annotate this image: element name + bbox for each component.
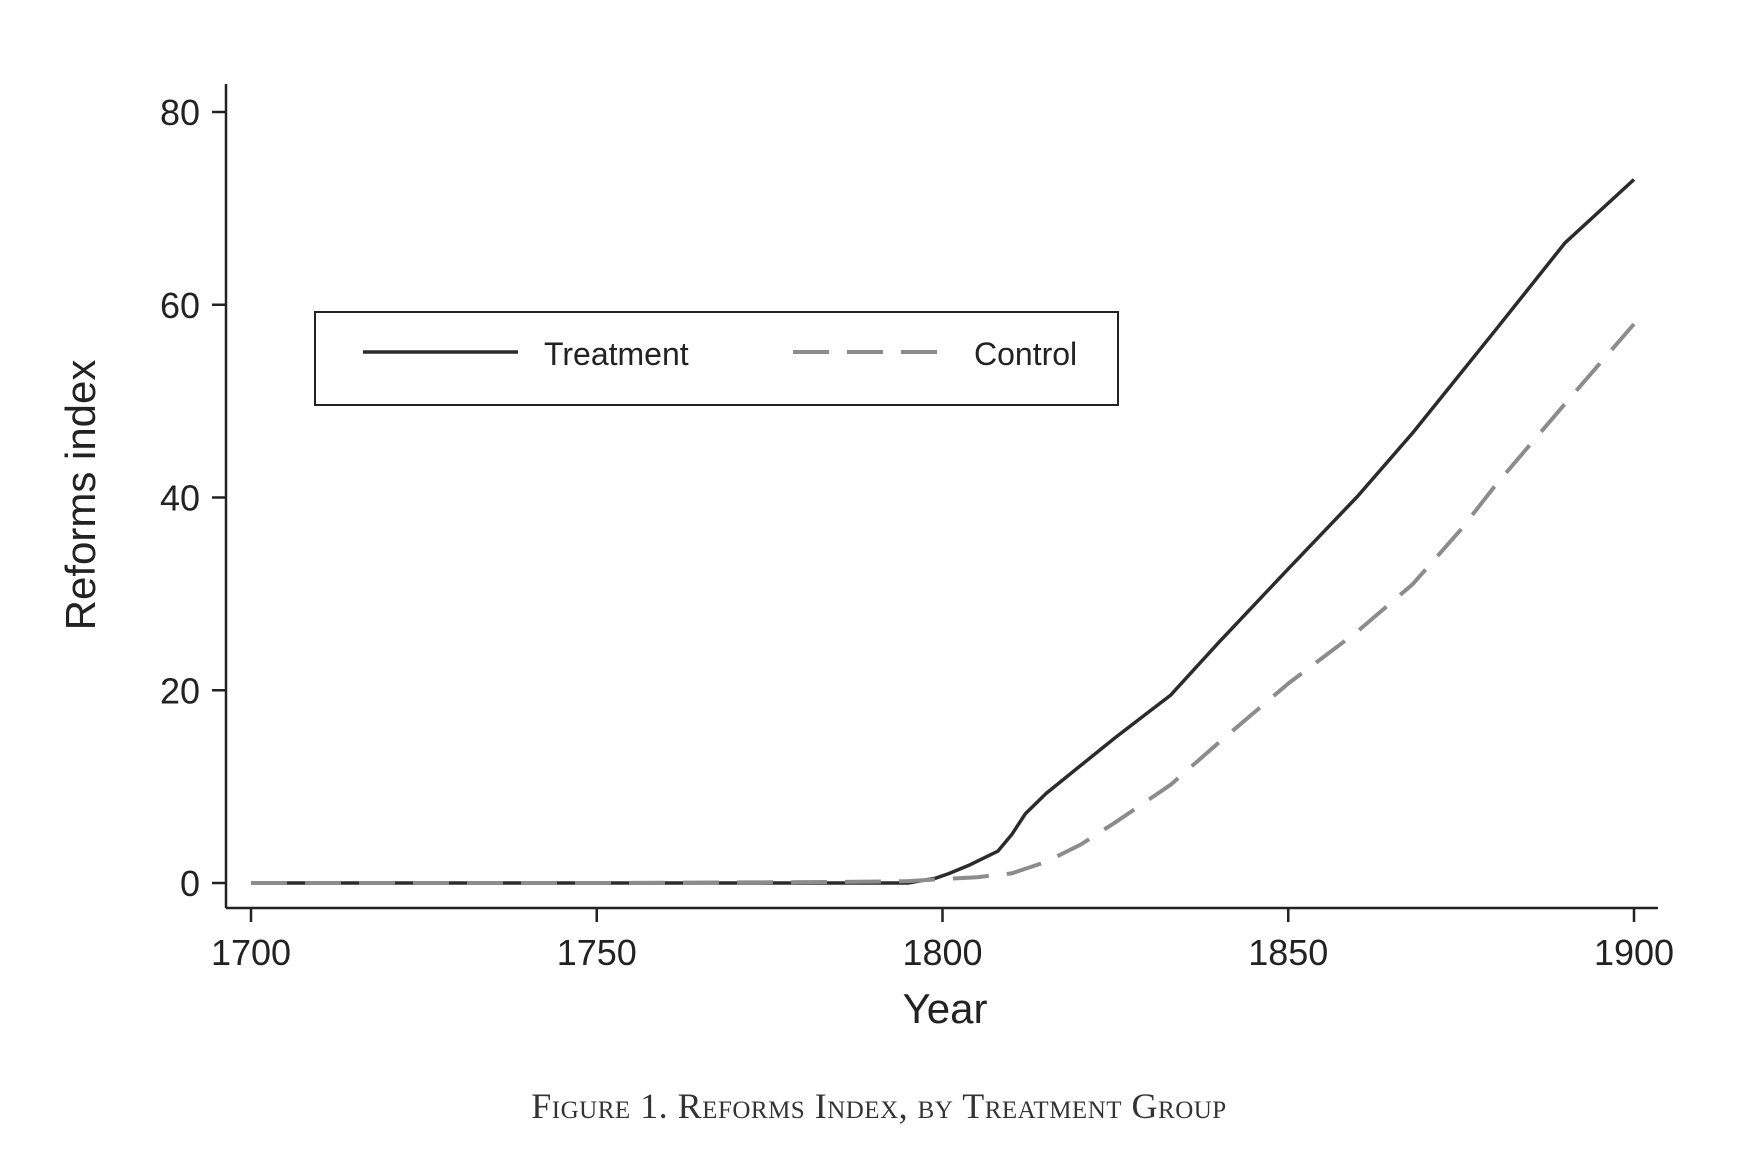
x-tick-label: 1750 [557,932,637,973]
y-tick-label: 60 [160,285,200,326]
x-axis-label: Year [903,985,988,1032]
x-tick-label: 1850 [1248,932,1328,973]
y-axis-label: Reforms index [57,360,104,631]
legend-label-treatment: Treatment [544,336,689,372]
x-tick-label: 1900 [1594,932,1674,973]
x-tick-label: 1800 [902,932,982,973]
figure-caption: Figure 1. Reforms Index, by Treatment Gr… [531,1086,1227,1126]
series-line-control [251,322,1636,885]
y-tick-label: 40 [160,478,200,519]
y-tick-label: 20 [160,670,200,711]
series-line-treatment [251,178,1636,885]
x-tick-label: 1700 [211,932,291,973]
legend-label-control: Control [974,336,1077,372]
legend-box [314,311,1119,406]
y-tick-label: 0 [180,863,200,904]
y-tick-label: 80 [160,92,200,133]
